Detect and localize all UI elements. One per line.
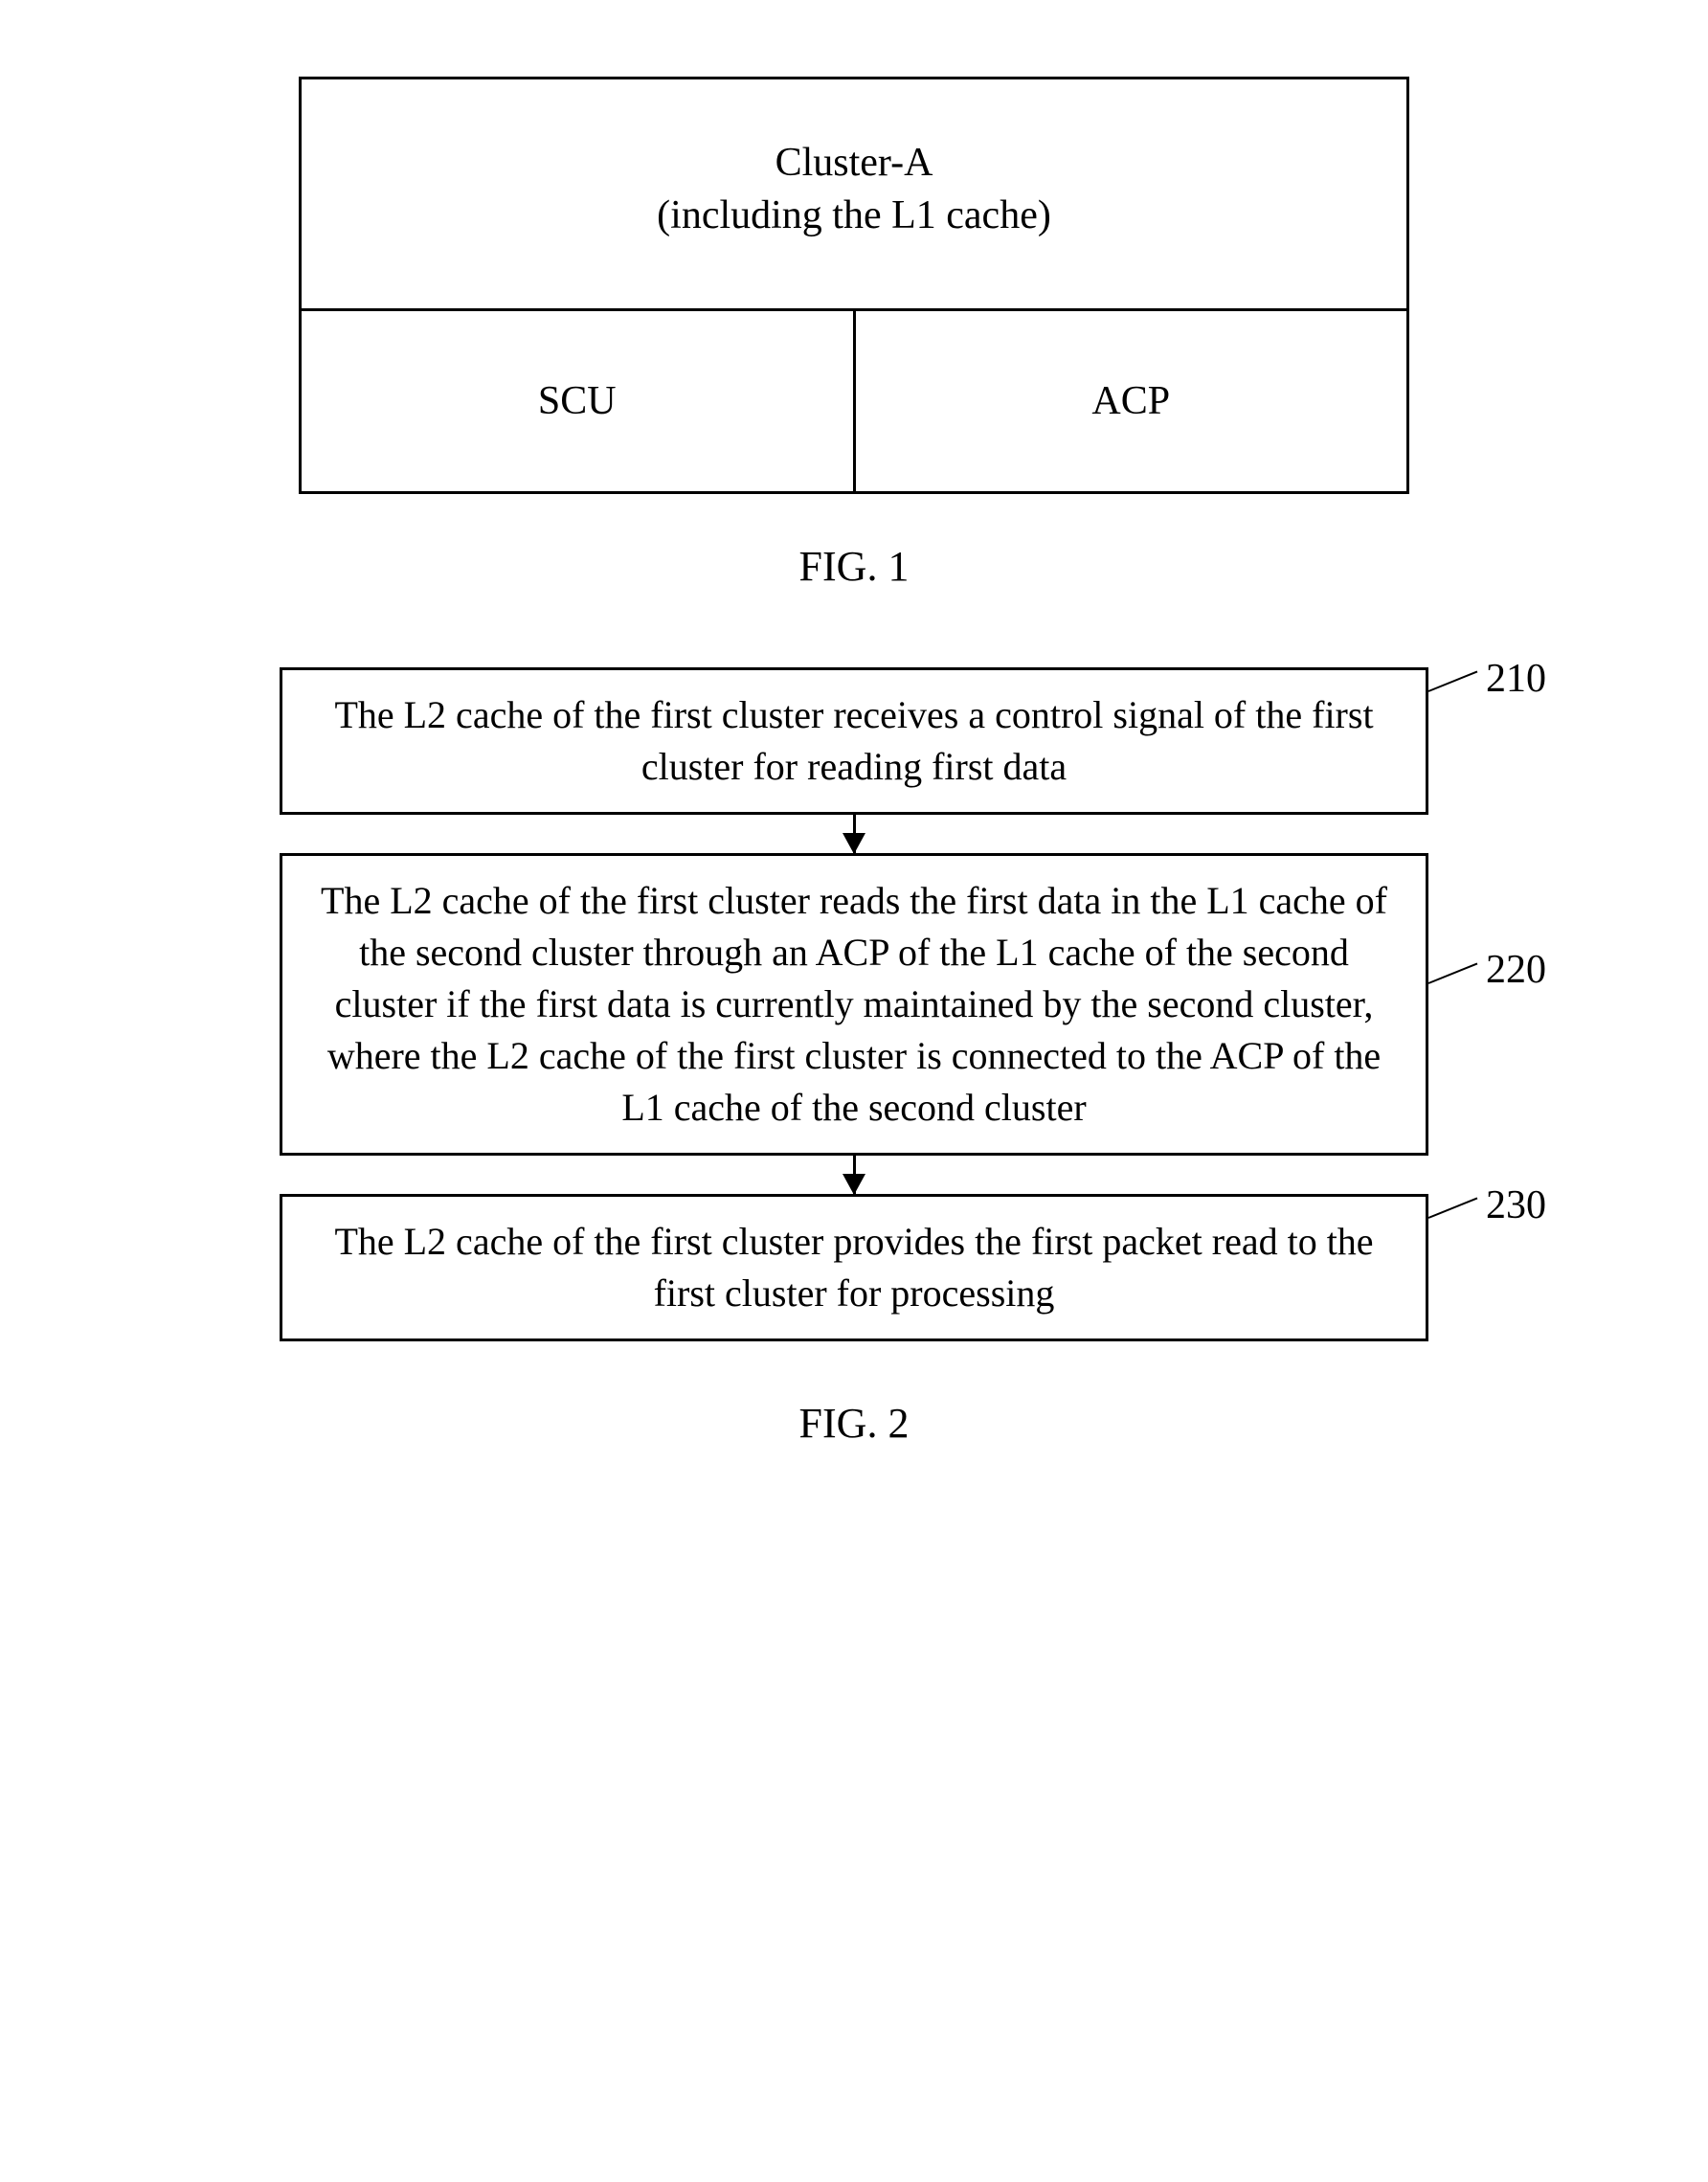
fig2-label: FIG. 2 — [799, 1399, 910, 1448]
fig1-scu-cell: SCU — [302, 311, 856, 491]
flow-step-220: The L2 cache of the first cluster reads … — [280, 853, 1428, 1156]
flow-step-210: The L2 cache of the first cluster receiv… — [280, 667, 1428, 815]
ref-num-220: 220 — [1486, 947, 1546, 993]
figure-2: The L2 cache of the first cluster receiv… — [115, 667, 1593, 1524]
flow-step-230: The L2 cache of the first cluster provid… — [280, 1194, 1428, 1341]
flow-box-230: The L2 cache of the first cluster provid… — [280, 1194, 1428, 1341]
ref-num-210: 210 — [1486, 656, 1546, 702]
fig1-bottom-row: SCU ACP — [302, 311, 1406, 491]
fig1-top-line2: (including the L1 cache) — [321, 190, 1387, 242]
arrow-down-icon — [853, 1156, 856, 1194]
fig1-acp-cell: ACP — [856, 311, 1407, 491]
arrow-down-icon — [853, 815, 856, 853]
flowchart: The L2 cache of the first cluster receiv… — [115, 667, 1593, 1341]
ref-num-230: 230 — [1486, 1182, 1546, 1228]
fig1-cluster-a-cell: Cluster-A (including the L1 cache) — [302, 79, 1406, 311]
flow-box-210: The L2 cache of the first cluster receiv… — [280, 667, 1428, 815]
figure-1: Cluster-A (including the L1 cache) SCU A… — [115, 77, 1593, 667]
fig1-diagram-box: Cluster-A (including the L1 cache) SCU A… — [299, 77, 1409, 494]
fig1-label: FIG. 1 — [799, 542, 910, 591]
leader-line-icon — [1428, 671, 1478, 692]
leader-line-icon — [1428, 963, 1478, 984]
leader-line-icon — [1428, 1198, 1478, 1219]
fig1-top-line1: Cluster-A — [321, 137, 1387, 190]
flow-box-220: The L2 cache of the first cluster reads … — [280, 853, 1428, 1156]
